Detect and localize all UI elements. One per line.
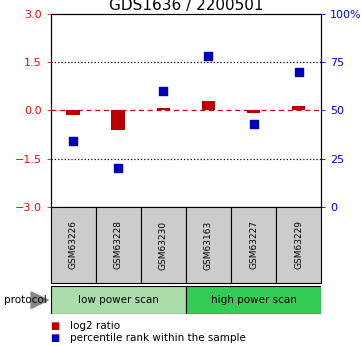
Bar (186, 286, 321, 314)
Text: GSM63230: GSM63230 (159, 220, 168, 269)
Text: GSM63228: GSM63228 (114, 220, 123, 269)
Bar (96, 207, 141, 283)
Bar (51, 286, 186, 314)
Point (251, 121, 256, 127)
Point (116, 166, 121, 171)
Bar (186, 207, 231, 283)
Text: GSM63163: GSM63163 (204, 220, 213, 269)
Text: GSM63227: GSM63227 (249, 220, 258, 269)
Bar (231, 207, 276, 283)
Bar (202, 101, 215, 110)
Bar (247, 110, 260, 113)
Text: GSM63226: GSM63226 (69, 220, 78, 269)
Bar (141, 207, 186, 283)
Point (296, 69, 302, 75)
Bar (292, 106, 305, 110)
Text: log2 ratio: log2 ratio (70, 321, 121, 331)
Point (161, 88, 166, 94)
Title: GDS1636 / 2200501: GDS1636 / 2200501 (109, 0, 263, 13)
Bar (112, 110, 125, 130)
Text: low power scan: low power scan (78, 295, 159, 305)
Bar (51, 207, 96, 283)
Polygon shape (31, 292, 48, 308)
Text: high power scan: high power scan (211, 295, 296, 305)
Text: ■: ■ (51, 321, 60, 331)
Point (70, 139, 76, 144)
Text: protocol: protocol (4, 295, 46, 305)
Text: GSM63229: GSM63229 (294, 220, 303, 269)
Bar (66, 110, 80, 115)
Point (206, 53, 212, 59)
Text: percentile rank within the sample: percentile rank within the sample (70, 333, 246, 343)
Bar (276, 207, 321, 283)
Text: ■: ■ (51, 333, 60, 343)
Bar (157, 108, 170, 110)
